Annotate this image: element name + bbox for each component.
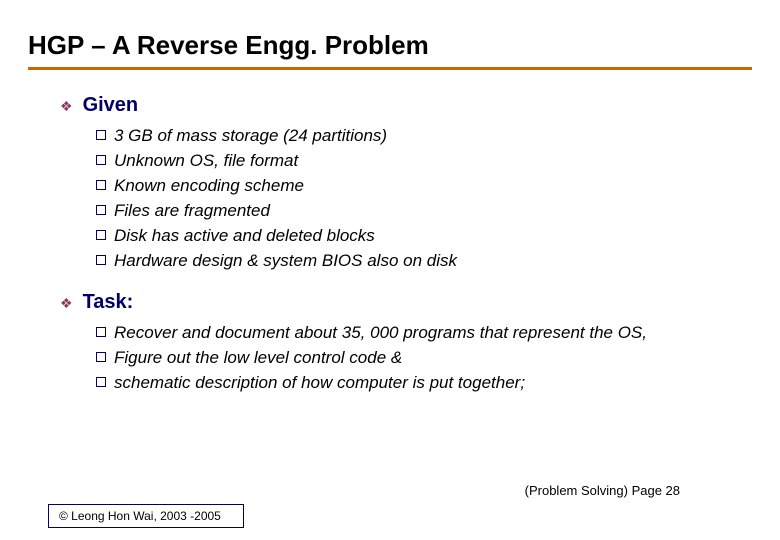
square-icon bbox=[96, 327, 106, 337]
item-text: schematic description of how computer is… bbox=[114, 372, 525, 395]
footer-page: (Problem Solving) Page 28 bbox=[525, 483, 680, 498]
list-item: Disk has active and deleted blocks bbox=[96, 225, 752, 248]
list-item: Figure out the low level control code & bbox=[96, 347, 752, 370]
section-title: Task: bbox=[83, 291, 134, 314]
square-icon bbox=[96, 130, 106, 140]
item-text: Disk has active and deleted blocks bbox=[114, 225, 375, 248]
item-text: Recover and document about 35, 000 progr… bbox=[114, 322, 647, 345]
list-item: Known encoding scheme bbox=[96, 175, 752, 198]
section-task: ❖ Task: Recover and document about 35, 0… bbox=[60, 291, 752, 395]
items-list: Recover and document about 35, 000 progr… bbox=[96, 322, 752, 395]
footer-copyright: © Leong Hon Wai, 2003 -2005 bbox=[48, 504, 244, 528]
item-text: Hardware design & system BIOS also on di… bbox=[114, 250, 457, 273]
list-item: 3 GB of mass storage (24 partitions) bbox=[96, 125, 752, 148]
square-icon bbox=[96, 377, 106, 387]
section-given: ❖ Given 3 GB of mass storage (24 partiti… bbox=[60, 94, 752, 273]
diamond-icon: ❖ bbox=[60, 98, 73, 115]
item-text: Files are fragmented bbox=[114, 200, 270, 223]
section-head: ❖ Given bbox=[60, 94, 752, 117]
square-icon bbox=[96, 230, 106, 240]
section-title: Given bbox=[83, 94, 139, 117]
square-icon bbox=[96, 205, 106, 215]
item-text: Figure out the low level control code & bbox=[114, 347, 402, 370]
square-icon bbox=[96, 180, 106, 190]
square-icon bbox=[96, 255, 106, 265]
list-item: Unknown OS, file format bbox=[96, 150, 752, 173]
item-text: Known encoding scheme bbox=[114, 175, 304, 198]
square-icon bbox=[96, 352, 106, 362]
list-item: Hardware design & system BIOS also on di… bbox=[96, 250, 752, 273]
slide-title: HGP – A Reverse Engg. Problem bbox=[28, 30, 752, 70]
items-list: 3 GB of mass storage (24 partitions) Unk… bbox=[96, 125, 752, 273]
list-item: Files are fragmented bbox=[96, 200, 752, 223]
slide: HGP – A Reverse Engg. Problem ❖ Given 3 … bbox=[0, 0, 780, 540]
section-head: ❖ Task: bbox=[60, 291, 752, 314]
square-icon bbox=[96, 155, 106, 165]
item-text: Unknown OS, file format bbox=[114, 150, 298, 173]
list-item: schematic description of how computer is… bbox=[96, 372, 752, 395]
diamond-icon: ❖ bbox=[60, 295, 73, 312]
item-text: 3 GB of mass storage (24 partitions) bbox=[114, 125, 387, 148]
list-item: Recover and document about 35, 000 progr… bbox=[96, 322, 752, 345]
